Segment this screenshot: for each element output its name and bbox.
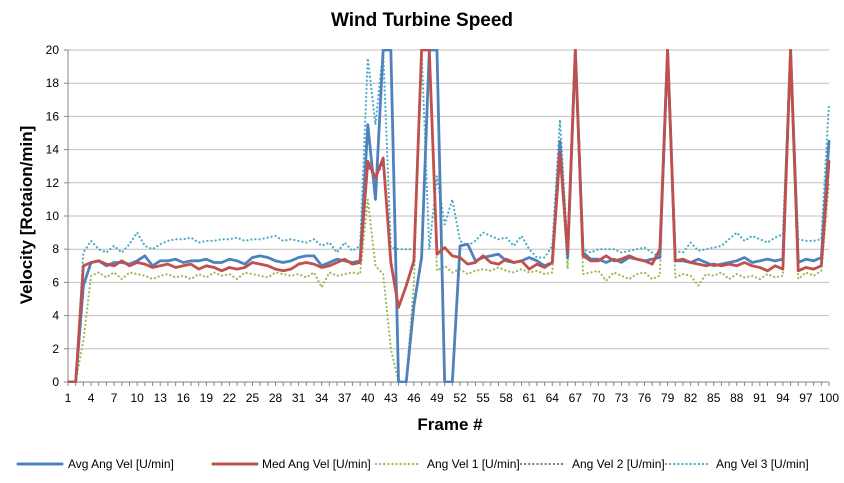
x-tick-label: 34 [315, 391, 329, 405]
legend-label: Med Ang Vel [U/min] [262, 457, 371, 471]
x-tick-label: 7 [111, 391, 118, 405]
legend-item: Ang Vel 2 [U/min] [519, 457, 665, 471]
y-tick-label: 18 [46, 76, 60, 90]
x-tick-label: 1 [65, 391, 72, 405]
y-tick-label: 0 [52, 375, 59, 389]
x-tick-label: 19 [200, 391, 214, 405]
x-tick-label: 97 [799, 391, 813, 405]
y-tick-label: 10 [46, 209, 60, 223]
x-tick-label: 91 [753, 391, 767, 405]
x-axis-title: Frame # [417, 415, 483, 434]
x-tick-label: 16 [177, 391, 191, 405]
series-line-3 [68, 49, 831, 383]
y-tick-label: 16 [46, 109, 60, 123]
y-tick-label: 12 [46, 176, 60, 190]
legend-label: Ang Vel 2 [U/min] [572, 457, 665, 471]
x-tick-label: 100 [819, 391, 839, 405]
y-tick-label: 8 [52, 242, 59, 256]
x-tick-label: 28 [269, 391, 283, 405]
x-tick-label: 13 [154, 391, 168, 405]
x-tick-label: 55 [476, 391, 490, 405]
x-tick-label: 67 [569, 391, 583, 405]
x-tick-label: 85 [707, 391, 721, 405]
chart-title: Wind Turbine Speed [331, 10, 513, 31]
series-line-5 [68, 49, 831, 383]
legend-item: Avg Ang Vel [U/min] [16, 457, 174, 471]
legend-label: Ang Vel 3 [U/min] [716, 457, 809, 471]
y-axis-title: Velocity [Rotaion/min] [17, 126, 36, 305]
x-tick-label: 70 [592, 391, 606, 405]
x-tick-label: 64 [546, 391, 560, 405]
x-tick-label: 88 [730, 391, 744, 405]
legend-item: Ang Vel 1 [U/min] [374, 457, 520, 471]
x-tick-label: 46 [407, 391, 421, 405]
y-tick-label: 6 [52, 275, 59, 289]
x-tick-label: 58 [499, 391, 513, 405]
x-tick-label: 43 [384, 391, 398, 405]
series-line-2 [68, 49, 831, 383]
x-tick-label: 25 [246, 391, 260, 405]
x-tick-label: 37 [338, 391, 352, 405]
legend-item: Ang Vel 3 [U/min] [664, 457, 809, 471]
x-tick-label: 94 [776, 391, 790, 405]
x-tick-label: 4 [88, 391, 95, 405]
x-tick-label: 22 [223, 391, 237, 405]
y-tick-label: 2 [52, 342, 59, 356]
x-tick-label: 52 [453, 391, 467, 405]
x-tick-label: 31 [292, 391, 306, 405]
legend: Avg Ang Vel [U/min] Med Ang Vel [U/min] An… [16, 457, 809, 471]
legend-label: Ang Vel 1 [U/min] [427, 457, 520, 471]
x-tick-label: 10 [131, 391, 145, 405]
gridlines [68, 49, 829, 350]
y-tick-label: 20 [46, 43, 60, 57]
x-tick-label: 40 [361, 391, 375, 405]
x-tick-label: 49 [430, 391, 444, 405]
x-tick-label: 61 [523, 391, 537, 405]
x-tick-label: 82 [684, 391, 698, 405]
series-line-1 [68, 49, 831, 383]
y-tick-label: 4 [52, 309, 59, 323]
y-tick-label: 14 [46, 143, 60, 157]
x-tick-label: 79 [661, 391, 675, 405]
x-tick-label: 73 [615, 391, 629, 405]
legend-item: Med Ang Vel [U/min] [211, 457, 371, 471]
legend-label: Avg Ang Vel [U/min] [68, 457, 174, 471]
series-lines [68, 49, 831, 383]
x-tick-label: 76 [638, 391, 652, 405]
